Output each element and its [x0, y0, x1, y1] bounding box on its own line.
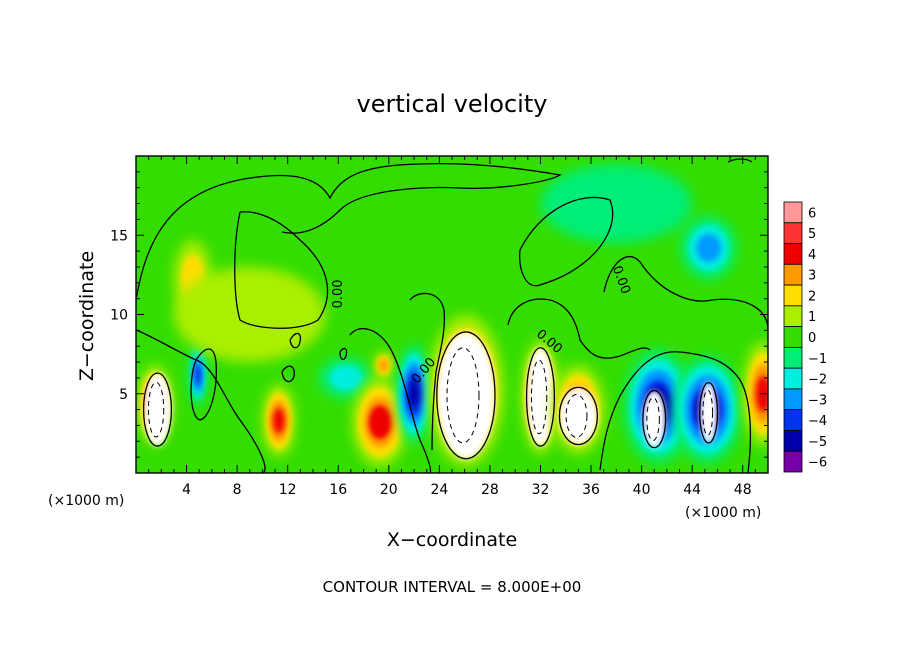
- x-tick-label: 28: [481, 482, 499, 498]
- field-band: [379, 358, 389, 372]
- dashed-contour: [646, 397, 660, 442]
- colorbar-swatch: [783, 201, 803, 224]
- field-core: [642, 390, 666, 448]
- contour-interval-note: CONTOUR INTERVAL = 8.000E+00: [323, 578, 582, 596]
- contour-line: [136, 162, 562, 301]
- colorbar-swatch: [783, 243, 803, 265]
- colorbar-swatch: [783, 430, 803, 452]
- x-tick-label: 4: [182, 482, 191, 498]
- zero-contours: [136, 158, 768, 473]
- colorbar-label: −4: [808, 414, 827, 429]
- contour-line: [136, 329, 266, 473]
- contour-line: [281, 365, 295, 383]
- x-unit-label-left: (×1000 m): [48, 493, 124, 509]
- x-tick-label: 32: [532, 482, 550, 498]
- dashed-contour: [530, 359, 548, 435]
- colorbar-swatch: [783, 263, 803, 286]
- field-band: [173, 266, 326, 363]
- field-band: [540, 163, 693, 244]
- dashed-contour: [565, 394, 588, 438]
- field-band: [273, 408, 285, 434]
- field-band: [696, 233, 721, 263]
- x-tick-label: 8: [233, 482, 242, 498]
- contour-line: [519, 196, 614, 287]
- contour-line: [727, 158, 753, 163]
- colorbar-label: 1: [808, 310, 816, 325]
- x-tick-label: 12: [279, 482, 297, 498]
- colorbar-swatch: [783, 284, 803, 307]
- colorbar-label: −2: [808, 373, 827, 388]
- colorbar-label: 6: [808, 206, 816, 221]
- x-unit-label-right: (×1000 m): [685, 505, 761, 521]
- velocity-field: [137, 163, 768, 467]
- core-contour: [642, 389, 667, 449]
- colorbar-swatch: [783, 388, 803, 411]
- colorbar-label: 3: [808, 269, 816, 284]
- plot-area: 0.000.000.000.00: [136, 156, 768, 473]
- contour-line: [349, 328, 432, 473]
- y-tick-label: 15: [110, 228, 128, 244]
- y-tick-label: 10: [110, 308, 128, 324]
- core-contour: [525, 347, 556, 447]
- contour-line: [339, 347, 348, 361]
- contour-line: [507, 298, 651, 359]
- core-contour: [699, 382, 719, 444]
- colorbar-swatch: [783, 367, 803, 390]
- field-peak: [370, 406, 390, 438]
- core-contour: [142, 372, 173, 447]
- field-band: [409, 379, 420, 408]
- field-core: [143, 373, 172, 447]
- colorbar-swatch: [783, 305, 803, 328]
- field-core: [699, 382, 718, 443]
- core-contour: [436, 331, 496, 460]
- y-tick-label: 5: [119, 387, 128, 403]
- x-tick-label: 36: [582, 482, 600, 498]
- colorbar-label: 2: [808, 289, 816, 304]
- field-peak: [336, 370, 356, 386]
- contour-line: [190, 348, 217, 421]
- contour-line: [289, 332, 302, 349]
- colorbar-label: −3: [808, 393, 827, 408]
- contour-line: [234, 211, 329, 329]
- y-axis: 5 10 15: [110, 171, 768, 458]
- core-contour: [558, 386, 599, 446]
- x-tick-label: 16: [329, 482, 347, 498]
- colorbar-label: 4: [808, 248, 816, 263]
- x-tick-label: 40: [633, 482, 651, 498]
- x-axis: 4 8 12 16 20 24 28 32 36 40 44 48: [148, 156, 756, 498]
- colorbar-swatch: [783, 222, 803, 244]
- contour-line: [409, 292, 446, 451]
- colorbar-label: −6: [808, 456, 827, 471]
- colorbar-label: 5: [808, 227, 816, 242]
- colorbar-swatch: [783, 346, 803, 369]
- colorbar-label: −5: [808, 435, 827, 450]
- contour-line: [603, 256, 768, 331]
- chart-title: vertical velocity: [357, 90, 548, 118]
- x-tick-label: 44: [683, 482, 701, 498]
- x-tick-label: 48: [734, 482, 752, 498]
- contour-line: [599, 351, 752, 473]
- colorbar-label: 0: [808, 331, 816, 346]
- y-axis-title: Z−coordinate: [76, 251, 98, 381]
- dashed-contour: [147, 381, 165, 438]
- colorbar-swatch: [783, 450, 803, 473]
- negative-contours: [147, 347, 714, 444]
- contour-label: 0.00: [331, 279, 346, 308]
- x-axis-title: X−coordinate: [387, 529, 517, 551]
- dashed-contour: [702, 389, 714, 436]
- x-tick-label: 24: [430, 482, 448, 498]
- colorbar: 6 5 4 3 2 1 0 −1 −2 −3 −4 −5 −6: [783, 201, 827, 473]
- x-tick-label: 20: [380, 482, 398, 498]
- colorbar-swatch: [783, 326, 803, 348]
- dashed-contour: [446, 347, 480, 444]
- colorbar-label: −1: [808, 352, 827, 367]
- field-band: [194, 363, 202, 386]
- colorbar-swatch: [783, 409, 803, 431]
